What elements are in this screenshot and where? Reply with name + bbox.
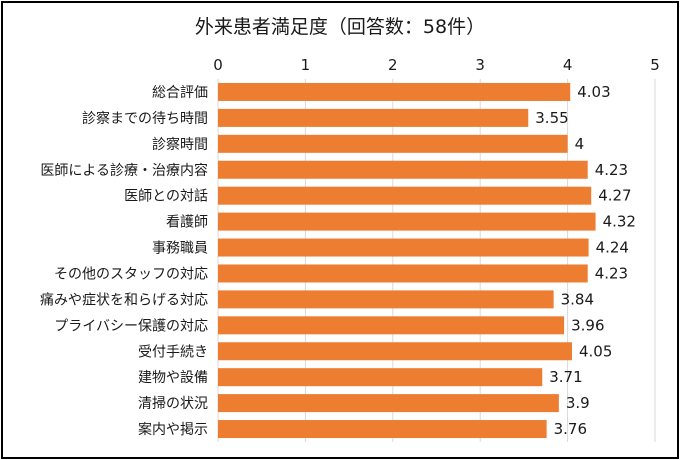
- bar: [218, 368, 543, 387]
- category-labels: 総合評価診察までの待ち時間診察時間医師による診療・治療内容医師との対話看護師事務…: [40, 85, 208, 438]
- x-tick-label: 5: [650, 56, 660, 74]
- category-label: 事務職員: [152, 241, 208, 257]
- data-label: 4.23: [595, 161, 628, 179]
- x-tick-label: 3: [475, 56, 485, 74]
- bar: [218, 342, 572, 361]
- bar: [218, 134, 568, 153]
- category-label: 案内や掲示: [138, 421, 208, 438]
- category-label: 診察までの待ち時間: [82, 110, 208, 127]
- data-label: 3.9: [566, 394, 590, 412]
- x-tick-label: 2: [388, 56, 398, 74]
- bar: [218, 186, 592, 205]
- category-label: 痛みや症状を和らげる対応: [40, 291, 208, 308]
- bar: [218, 290, 554, 309]
- data-label: 3.84: [561, 290, 594, 308]
- bar: [218, 394, 559, 413]
- bar: [218, 160, 588, 179]
- category-label: 看護師: [166, 215, 208, 231]
- bar: [218, 316, 565, 335]
- data-label: 4: [575, 135, 585, 153]
- chart-title: 外来患者満足度（回答数：58件）: [195, 16, 485, 38]
- x-tick-label: 0: [213, 56, 223, 74]
- data-label: 4.03: [577, 83, 610, 101]
- data-label: 4.32: [603, 213, 636, 231]
- value-labels: 4.033.5544.234.274.324.244.233.843.964.0…: [535, 83, 636, 438]
- data-label: 3.71: [549, 368, 582, 386]
- data-label: 4.05: [579, 342, 612, 360]
- bar: [218, 238, 589, 257]
- data-label: 3.76: [554, 420, 587, 438]
- data-label: 4.24: [596, 239, 629, 257]
- category-label: 建物や設備: [138, 370, 208, 386]
- x-axis-ticks: 0 1 2 3 4 5: [213, 56, 660, 74]
- category-label: プライバシー保護の対応: [54, 318, 208, 334]
- gridlines: [217, 79, 656, 442]
- category-label: 診察時間: [152, 136, 208, 153]
- data-label: 3.96: [571, 316, 604, 334]
- data-label: 4.27: [598, 187, 631, 205]
- bar: [218, 264, 588, 283]
- data-label: 3.55: [535, 109, 568, 127]
- x-tick-label: 1: [301, 56, 311, 74]
- data-label: 4.23: [595, 264, 628, 282]
- category-label: 受付手続き: [138, 343, 208, 360]
- bars: [218, 82, 596, 439]
- category-label: 総合評価: [152, 85, 208, 101]
- category-label: 清掃の状況: [138, 395, 208, 412]
- category-label: 医師による診療・治療内容: [40, 162, 208, 179]
- bar: [218, 82, 571, 101]
- x-tick-label: 4: [563, 56, 573, 74]
- bar: [218, 108, 529, 127]
- bar: [218, 212, 596, 231]
- bar: [218, 420, 547, 439]
- category-label: その他のスタッフの対応: [54, 266, 208, 282]
- category-label: 医師との対話: [124, 188, 208, 205]
